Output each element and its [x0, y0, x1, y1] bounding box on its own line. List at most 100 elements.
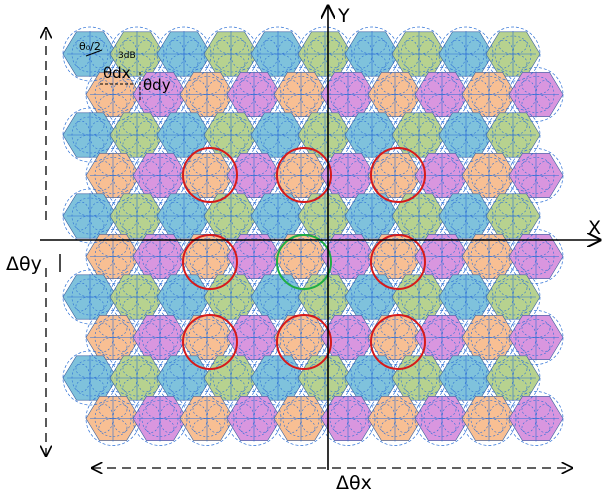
beam-petal	[498, 35, 528, 55]
beam-petal	[451, 296, 481, 316]
beam-petal	[380, 400, 410, 419]
beam-petal	[169, 278, 199, 298]
beam-petal	[75, 278, 105, 298]
beam-petal	[380, 337, 410, 356]
beam-petal	[380, 418, 410, 437]
beam-petal	[498, 278, 528, 298]
beam-petal	[404, 134, 434, 154]
beam-petal	[380, 175, 410, 194]
beam-petal	[451, 377, 481, 397]
beam-contour	[485, 269, 541, 325]
beam-petal	[98, 238, 128, 257]
beam-petal	[98, 418, 128, 437]
delta-theta-y-label: Δθy	[6, 253, 42, 275]
beam-petal	[380, 76, 410, 95]
beam-petal	[75, 197, 105, 217]
beam-petal	[286, 337, 316, 356]
beam-petal	[474, 157, 504, 176]
beam-petal	[286, 76, 316, 95]
beam-petal	[357, 197, 387, 217]
beam-petal	[145, 157, 175, 176]
red-highlight-circle	[182, 314, 238, 370]
beam-petal	[263, 215, 293, 235]
beam-petal	[169, 35, 199, 55]
beam-petal	[216, 116, 246, 136]
beam-petal	[310, 35, 340, 55]
beam-petal	[427, 418, 457, 437]
red-highlight-circle	[370, 147, 426, 203]
theta-3db-label: 3dB	[118, 51, 136, 61]
beam-petal	[521, 238, 551, 257]
beam-petal	[427, 94, 457, 113]
beam-petal	[474, 400, 504, 419]
beam-contour	[485, 350, 541, 406]
beam-petal	[192, 238, 222, 257]
beam-petal	[216, 215, 246, 235]
beam-petal	[474, 76, 504, 95]
beam-petal	[286, 400, 316, 419]
beam-petal	[263, 134, 293, 154]
beam-contour	[508, 229, 564, 284]
beam-petal	[98, 76, 128, 95]
beam-petal	[404, 215, 434, 235]
beam-petal	[451, 53, 481, 73]
beam-petal	[310, 134, 340, 154]
theta-dy-label: θdy	[143, 76, 171, 94]
beam-petal	[286, 418, 316, 437]
beam-petal	[498, 197, 528, 217]
beam-petal	[498, 116, 528, 136]
beam-petal	[75, 377, 105, 397]
beam-petal	[192, 319, 222, 338]
beam-petal	[474, 94, 504, 113]
beam-petal	[192, 94, 222, 113]
theta-3db-arrow	[85, 49, 103, 57]
beam-petal	[521, 337, 551, 356]
beam-petal	[192, 175, 222, 194]
beam-petal	[474, 256, 504, 275]
beam-petal	[310, 215, 340, 235]
beam-petal	[169, 377, 199, 397]
beam-petal	[169, 116, 199, 136]
beam-petal	[404, 53, 434, 73]
beam-petal	[98, 400, 128, 419]
beam-petal	[145, 337, 175, 356]
beam-petal	[498, 296, 528, 316]
beam-petal	[169, 134, 199, 154]
beam-petal	[75, 296, 105, 316]
beam-petal	[98, 319, 128, 338]
beam-petal	[169, 215, 199, 235]
beam-petal	[263, 359, 293, 379]
beam-petal	[98, 175, 128, 194]
beam-petal	[145, 418, 175, 437]
beam-petal	[145, 76, 175, 95]
beam-petal	[145, 175, 175, 194]
beam-petal	[357, 215, 387, 235]
beam-petal	[145, 238, 175, 257]
beam-petal	[122, 377, 152, 397]
beam-petal	[286, 175, 316, 194]
beam-petal	[451, 197, 481, 217]
beam-petal	[333, 175, 363, 194]
beam-petal	[333, 94, 363, 113]
beam-petal	[333, 418, 363, 437]
beam-petal	[239, 256, 269, 275]
beam-petal	[286, 157, 316, 176]
beam-petal	[192, 337, 222, 356]
beam-petal	[216, 35, 246, 55]
beam-petal	[333, 238, 363, 257]
beam-petal	[286, 238, 316, 257]
beam-petal	[521, 256, 551, 275]
beam-petal	[145, 400, 175, 419]
beam-petal	[239, 418, 269, 437]
beam-petal	[521, 94, 551, 113]
beam-petal	[192, 157, 222, 176]
beam-petal	[98, 256, 128, 275]
beam-petal	[286, 256, 316, 275]
y-axis-label: Y	[337, 5, 350, 27]
beam-petal	[333, 157, 363, 176]
beam-petal	[380, 94, 410, 113]
beam-petal	[427, 256, 457, 275]
beam-petal	[263, 35, 293, 55]
beam-petal	[122, 53, 152, 73]
